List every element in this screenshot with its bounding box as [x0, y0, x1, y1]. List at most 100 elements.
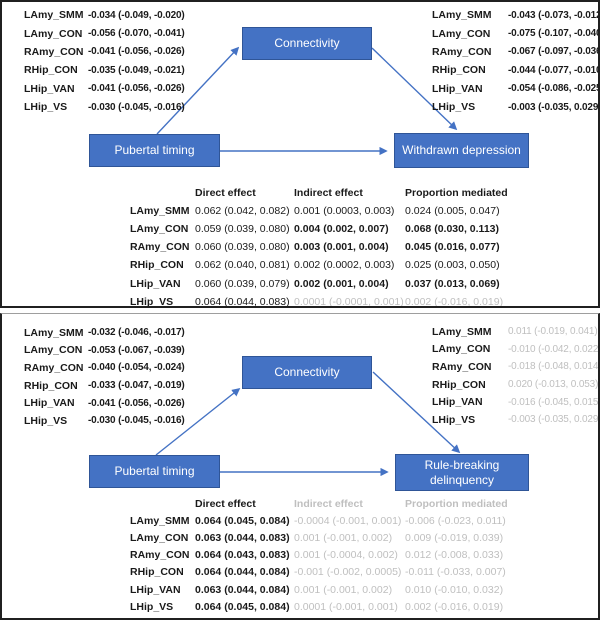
effect-value: -0.033 (-0.047, -0.019) — [88, 380, 185, 392]
list-item: LHip_VAN -0.041 (-0.056, -0.026) — [24, 80, 185, 98]
direct-effect-value: 0.064 (0.045, 0.084) — [195, 600, 290, 613]
effect-value: -0.075 (-0.107, -0.040) — [508, 28, 600, 40]
indirect-effect-value: 0.002 (0.001, 0.004) — [294, 277, 389, 290]
region-label: LHip_VAN — [432, 396, 483, 409]
indirect-effect-value: 0.001 (-0.0004, 0.002) — [294, 549, 398, 562]
proportion-mediated-value: 0.068 (0.030, 0.113) — [405, 223, 499, 236]
list-item: RAmy_CON -0.018 (-0.048, 0.014) — [432, 358, 598, 376]
table-row: LAmy_CON 0.059 (0.039, 0.080) 0.004 (0.0… — [2, 220, 598, 238]
list-item: RAmy_CON -0.041 (-0.056, -0.026) — [24, 43, 185, 61]
proportion-mediated-value: 0.024 (0.005, 0.047) — [405, 205, 500, 218]
effect-value: -0.016 (-0.045, 0.015) — [508, 396, 600, 408]
region-label: RHip_CON — [130, 566, 184, 579]
direct-effect-value: 0.060 (0.039, 0.080) — [195, 241, 290, 254]
region-label: LHip_VS — [130, 295, 174, 308]
region-label: LHip_VS — [432, 101, 476, 114]
table-row: LHip_VS 0.064 (0.044, 0.083) 0.0001 (-0.… — [2, 293, 598, 308]
table-row: RAmy_CON 0.064 (0.043, 0.083) 0.001 (-0.… — [2, 547, 598, 564]
direct-effect-value: 0.062 (0.042, 0.082) — [195, 205, 290, 218]
region-label: RHip_CON — [24, 64, 78, 77]
effect-value: -0.030 (-0.045, -0.016) — [88, 415, 185, 427]
list-item: LAmy_CON -0.053 (-0.067, -0.039) — [24, 342, 185, 360]
node-connectivity: Connectivity — [242, 27, 372, 60]
region-label: RAmy_CON — [24, 45, 84, 58]
table-row: RHip_CON 0.062 (0.040, 0.081) 0.002 (0.0… — [2, 256, 598, 274]
column-header-direct: Direct effect — [195, 187, 256, 200]
region-label: LAmy_SMM — [432, 9, 492, 22]
direct-effect-value: 0.060 (0.039, 0.079) — [195, 277, 290, 290]
indirect-effect-value: 0.003 (0.001, 0.004) — [294, 241, 389, 254]
direct-effect-value: 0.064 (0.044, 0.084) — [195, 566, 290, 579]
table-row: LHip_VAN 0.060 (0.039, 0.079) 0.002 (0.0… — [2, 274, 598, 292]
direct-effect-value: 0.062 (0.040, 0.081) — [195, 259, 290, 272]
list-item: RHip_CON -0.035 (-0.049, -0.021) — [24, 61, 185, 79]
indirect-effect-value: 0.0001 (-0.0001, 0.001) — [294, 295, 404, 308]
region-label: LAmy_SMM — [130, 205, 190, 218]
effect-value: 0.011 (-0.019, 0.041) — [508, 326, 598, 338]
panel-rule-breaking-delinquency: LAmy_SMM -0.032 (-0.046, -0.017) LAmy_CON… — [0, 313, 600, 620]
list-item: LAmy_SMM 0.011 (-0.019, 0.041) — [432, 323, 598, 341]
arrow-pubertal-to-connectivity — [155, 387, 241, 456]
region-label: RAmy_CON — [130, 549, 190, 562]
effect-value: -0.010 (-0.042, 0.022) — [508, 343, 600, 355]
region-label: LAmy_CON — [432, 27, 491, 40]
arrow-connectivity-to-outcome — [371, 47, 458, 131]
list-item: LAmy_CON -0.075 (-0.107, -0.040) — [432, 24, 600, 42]
proportion-mediated-value: -0.011 (-0.033, 0.007) — [405, 566, 506, 579]
list-item: LAmy_CON -0.056 (-0.070, -0.041) — [24, 24, 185, 42]
list-item: LHip_VAN -0.054 (-0.086, -0.025) — [432, 80, 598, 98]
region-label: RAmy_CON — [432, 360, 492, 373]
table-row: LAmy_SMM 0.062 (0.042, 0.082) 0.001 (0.0… — [2, 202, 598, 220]
region-label: RAmy_CON — [130, 241, 190, 254]
column-header-indirect: Indirect effect — [294, 497, 363, 510]
region-label: LHip_VAN — [130, 583, 181, 596]
pubertal-to-connectivity-effects-list: LAmy_SMM -0.034 (-0.049, -0.020) LAmy_CON… — [24, 6, 185, 116]
node-connectivity: Connectivity — [242, 356, 372, 389]
region-label: RAmy_CON — [432, 45, 492, 58]
effects-table: Direct effect Indirect effect Proportion… — [2, 184, 598, 308]
list-item: LHip_VAN -0.016 (-0.045, 0.015) — [432, 393, 600, 411]
region-label: LAmy_CON — [130, 223, 189, 236]
region-label: LHip_VS — [24, 414, 68, 427]
region-label: LHip_VS — [130, 600, 174, 613]
path-arrows — [155, 371, 461, 477]
indirect-effect-value: 0.0001 (-0.001, 0.001) — [294, 600, 398, 613]
indirect-effect-value: 0.004 (0.002, 0.007) — [294, 223, 389, 236]
region-label: LHip_VS — [24, 101, 68, 114]
region-label: LAmy_SMM — [432, 325, 492, 338]
effect-value: -0.030 (-0.045, -0.016) — [88, 101, 185, 113]
node-pubertal-timing: Pubertal timing — [89, 455, 220, 488]
region-label: LAmy_SMM — [24, 326, 84, 339]
indirect-effect-value: -0.001 (-0.002, 0.0005) — [294, 566, 402, 579]
arrow-connectivity-to-outcome — [372, 371, 461, 454]
region-label: LAmy_SMM — [24, 9, 84, 22]
effect-value: -0.053 (-0.067, -0.039) — [88, 344, 185, 356]
connectivity-to-outcome-effects-list: LAmy_SMM 0.011 (-0.019, 0.041) LAmy_CON -0… — [432, 323, 600, 429]
list-item: LHip_VS -0.030 (-0.045, -0.016) — [24, 412, 185, 430]
list-item: LHip_VS -0.003 (-0.035, 0.029) — [432, 98, 598, 116]
region-label: LAmy_CON — [130, 531, 189, 544]
node-pubertal-timing: Pubertal timing — [89, 134, 220, 167]
effect-value: -0.067 (-0.097, -0.036) — [508, 46, 600, 58]
pubertal-to-connectivity-effects-list: LAmy_SMM -0.032 (-0.046, -0.017) LAmy_CON… — [24, 324, 185, 430]
column-header-proportion: Proportion mediated — [405, 187, 508, 200]
region-label: RHip_CON — [24, 379, 78, 392]
direct-effect-value: 0.063 (0.044, 0.084) — [195, 583, 290, 596]
effect-value: -0.056 (-0.070, -0.041) — [88, 28, 185, 40]
list-item: LHip_VAN -0.041 (-0.056, -0.026) — [24, 394, 185, 412]
path-arrows — [156, 46, 458, 156]
effect-value: -0.041 (-0.056, -0.026) — [88, 397, 185, 409]
indirect-effect-value: -0.0004 (-0.001, 0.001) — [294, 514, 402, 527]
list-item: RAmy_CON -0.040 (-0.054, -0.024) — [24, 359, 185, 377]
effect-value: 0.020 (-0.013, 0.053) — [508, 379, 599, 391]
region-label: LHip_VAN — [130, 277, 181, 290]
region-label: LHip_VAN — [24, 82, 75, 95]
proportion-mediated-value: 0.037 (0.013, 0.069) — [405, 277, 500, 290]
table-row: LHip_VS 0.064 (0.045, 0.084) 0.0001 (-0.… — [2, 598, 598, 615]
table-row: LAmy_CON 0.063 (0.044, 0.083) 0.001 (-0.… — [2, 529, 598, 546]
region-label: LAmy_CON — [24, 27, 83, 40]
region-label: RHip_CON — [432, 378, 486, 391]
table-header-row: Direct effect Indirect effect Proportion… — [2, 184, 598, 202]
arrow-pubertal-to-connectivity — [156, 46, 240, 135]
